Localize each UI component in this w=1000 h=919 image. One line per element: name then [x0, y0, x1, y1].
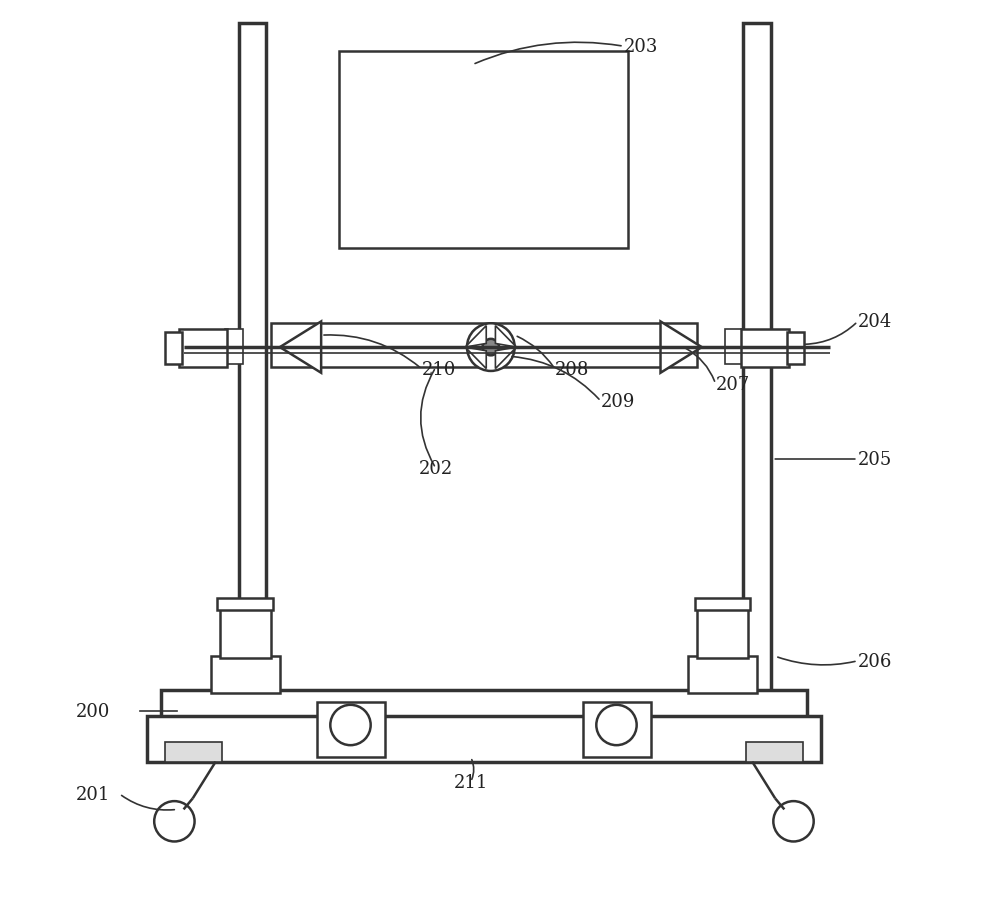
Polygon shape: [465, 347, 486, 369]
Bar: [211, 656, 280, 693]
Bar: [161, 690, 807, 718]
Text: 211: 211: [453, 773, 488, 791]
Bar: [697, 608, 748, 658]
Bar: [165, 742, 222, 762]
Bar: [179, 329, 227, 368]
Text: 208: 208: [555, 361, 589, 379]
Bar: [746, 742, 803, 762]
Text: 203: 203: [624, 39, 658, 56]
Bar: [317, 702, 385, 757]
Text: 207: 207: [716, 375, 750, 393]
Polygon shape: [280, 322, 321, 373]
Text: 206: 206: [858, 652, 892, 670]
Bar: [220, 608, 271, 658]
Circle shape: [773, 801, 814, 842]
Bar: [225, 329, 243, 364]
Text: 209: 209: [601, 392, 635, 411]
Text: 210: 210: [422, 361, 456, 379]
Bar: [725, 329, 743, 364]
Bar: [165, 333, 182, 364]
Bar: [743, 24, 771, 757]
Bar: [741, 329, 789, 368]
Polygon shape: [495, 347, 517, 369]
Bar: [217, 598, 273, 611]
Text: 202: 202: [419, 460, 453, 478]
Bar: [583, 702, 651, 757]
Text: 204: 204: [858, 313, 892, 331]
Polygon shape: [495, 326, 517, 347]
Bar: [239, 24, 266, 757]
Bar: [271, 323, 697, 368]
Polygon shape: [465, 326, 486, 347]
Bar: [147, 716, 821, 762]
Text: 201: 201: [76, 785, 110, 803]
Circle shape: [596, 705, 637, 745]
Bar: [787, 333, 804, 364]
Bar: [695, 598, 750, 611]
Text: 205: 205: [858, 450, 892, 469]
Circle shape: [154, 801, 195, 842]
Bar: [688, 656, 757, 693]
Bar: [339, 51, 628, 249]
Circle shape: [467, 323, 515, 371]
Circle shape: [483, 339, 499, 356]
Circle shape: [330, 705, 371, 745]
Polygon shape: [661, 322, 702, 373]
Text: 200: 200: [76, 702, 110, 720]
